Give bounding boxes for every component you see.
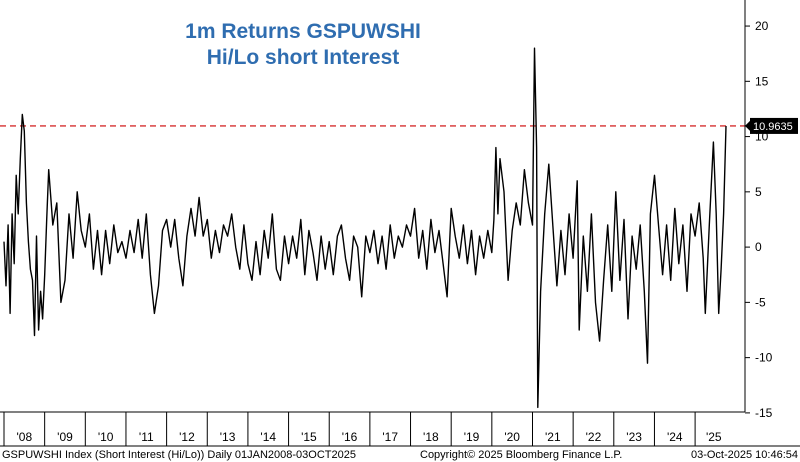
footer-timestamp: 03-Oct-2025 10:46:54	[691, 449, 798, 461]
x-tick-label: '22	[586, 430, 602, 444]
x-tick-label: '20	[504, 430, 520, 444]
x-tick-label: '16	[342, 430, 358, 444]
chart-title: 1m Returns GSPUWSHI	[185, 20, 421, 43]
x-tick-label: '13	[220, 430, 236, 444]
x-tick-label: '23	[626, 430, 642, 444]
x-axis-ticks: '08 '09 '10 '11 '12 '13 '14 '15 '16 '17 '18 '19 '20 '…	[3, 412, 722, 446]
x-tick-label: '15	[301, 430, 317, 444]
last-value-tag: 10.9635	[745, 117, 798, 134]
series-group	[3, 47, 727, 409]
x-tick-label: '12	[179, 430, 195, 444]
x-tick-label: '18	[423, 430, 439, 444]
footer-copyright: Copyright© 2025 Bloomberg Finance L.P.	[420, 449, 622, 461]
y-tick-label: -5	[755, 295, 766, 309]
y-tick-label: -15	[755, 406, 773, 420]
x-tick-label: '24	[667, 430, 683, 444]
y-tick-label: 15	[755, 74, 769, 88]
y-tick-label: -10	[755, 351, 773, 365]
last-value-label: 10.9635	[753, 121, 793, 133]
x-tick-label: '21	[545, 430, 561, 444]
x-tick-label: '09	[57, 430, 73, 444]
x-tick-label: '10	[98, 430, 114, 444]
y-tick-label: 5	[755, 185, 762, 199]
x-tick-label: '17	[382, 430, 398, 444]
series-line-0	[3, 47, 727, 409]
x-tick-label: '08	[17, 430, 33, 444]
chart-subtitle: Hi/Lo short Interest	[207, 46, 400, 69]
x-tick-label: '19	[464, 430, 480, 444]
x-tick-label: '11	[139, 430, 154, 444]
y-tick-label: 20	[755, 19, 769, 33]
x-tick-label: '14	[260, 430, 276, 444]
footer-source: GSPUWSHI Index (Short Interest (Hi/Lo)) …	[2, 449, 356, 461]
x-tick-label: '25	[706, 430, 722, 444]
y-tick-label: 0	[755, 240, 762, 254]
